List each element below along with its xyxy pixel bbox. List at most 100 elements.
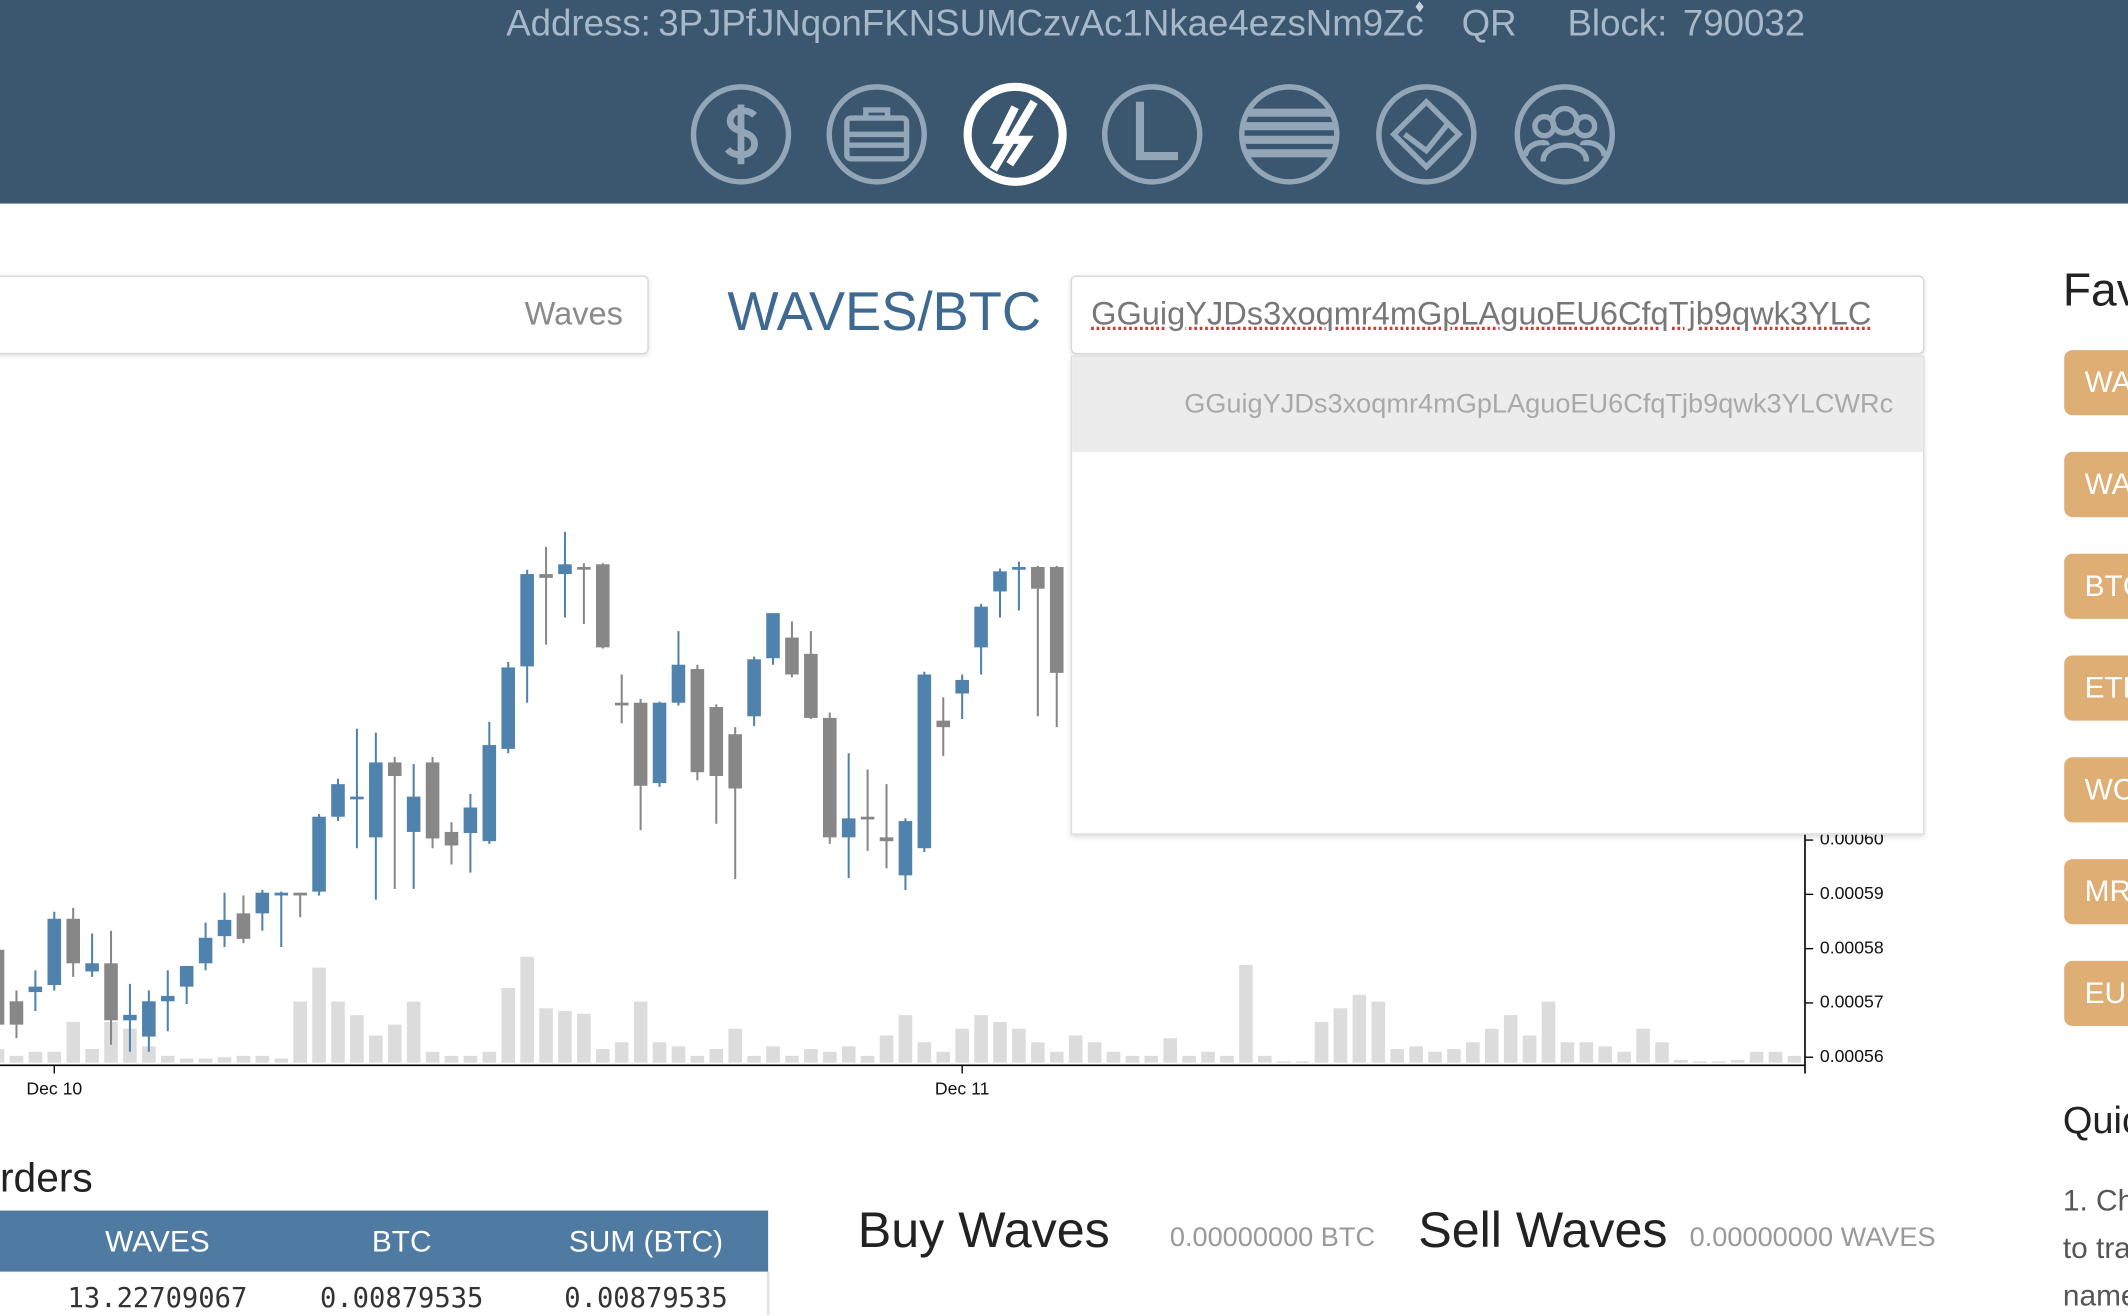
candle-body: [66, 918, 80, 964]
volume-bar: [1730, 1059, 1745, 1063]
candle-body: [652, 702, 667, 784]
copy-icon[interactable]: [1409, 0, 1431, 19]
address[interactable]: 3PJPfJNqonFKNSUMCzvAc1Nkae4ezsNm9Zc: [658, 2, 1424, 44]
block-height: 790032: [1682, 2, 1806, 44]
favorite-button[interactable]: WC: [2064, 757, 2128, 823]
volume-bar: [1447, 1049, 1461, 1063]
favorite-button[interactable]: WA: [2064, 451, 2128, 518]
favorite-button[interactable]: ETH: [2064, 655, 2128, 721]
candle-body: [123, 1014, 137, 1021]
history-icon[interactable]: [1239, 84, 1340, 185]
volume-bar: [444, 1055, 459, 1063]
volume-bar: [1390, 1049, 1404, 1063]
wallet-icon[interactable]: [690, 84, 792, 185]
price-asset-text: GGuigYJDs3xoqmr4mGpLAguoEU6CfqTjb9qwk3YL…: [1091, 295, 1872, 333]
volume-bar: [501, 987, 516, 1063]
candle-body: [841, 818, 856, 838]
orders-cell[interactable]: 13.22709067: [67, 1281, 248, 1314]
sell-title: Sell Waves: [1418, 1202, 1668, 1259]
candle-body: [444, 831, 459, 846]
candle-body: [747, 659, 761, 717]
volume-bar: [1258, 1055, 1272, 1063]
portfolio-icon[interactable]: [826, 84, 927, 185]
quick-line: 1. Ch: [2062, 1183, 2128, 1218]
volume-bar: [1655, 1042, 1669, 1063]
sell-balance: 0.00000000 WAVES: [1689, 1222, 1936, 1253]
candle-body: [217, 919, 232, 937]
volume-bar: [0, 1049, 5, 1063]
orders-cell[interactable]: 0.00879535: [319, 1281, 484, 1314]
volume-bar: [1276, 1061, 1291, 1063]
community-icon[interactable]: [1514, 84, 1615, 185]
y-tick-label: 0.00056: [1820, 1046, 1884, 1066]
suggestion-item[interactable]: GGuigYJDs3xoqmr4mGpLAguoEU6CfqTjb9qwk3YL…: [1072, 356, 1924, 452]
candle-body: [28, 986, 43, 993]
quick-title: Quic: [2062, 1099, 2128, 1142]
candle-body: [955, 679, 969, 694]
amount-asset-input[interactable]: Waves: [0, 275, 649, 355]
candle-body: [47, 918, 62, 986]
leasing-icon[interactable]: [1101, 84, 1203, 185]
volume-bar: [1068, 1035, 1083, 1063]
volume-bar: [1674, 1059, 1688, 1063]
candle-body: [482, 745, 497, 842]
favorite-button[interactable]: WA: [2064, 350, 2128, 416]
candle-body: [614, 702, 629, 706]
favorite-button[interactable]: BTC: [2064, 553, 2128, 619]
volume-bar: [387, 1024, 402, 1063]
candle-body: [671, 664, 686, 703]
dex-icon[interactable]: [1376, 84, 1477, 185]
candle-body: [9, 1001, 24, 1025]
exchange-icon[interactable]: [963, 82, 1067, 186]
candle-body: [974, 606, 988, 648]
candle-body: [425, 762, 440, 839]
candle-body: [0, 949, 5, 1025]
candle-body: [85, 963, 99, 972]
volume-bar: [652, 1042, 667, 1063]
volume-bar: [558, 1011, 572, 1063]
volume-bar: [955, 1028, 969, 1063]
price-asset-input[interactable]: GGuigYJDs3xoqmr4mGpLAguoEU6CfqTjb9qwk3YL…: [1070, 275, 1925, 355]
candle-body: [312, 816, 326, 892]
volume-bar: [1049, 1051, 1064, 1063]
orders-header: [0, 1210, 769, 1272]
favorite-button[interactable]: EUR: [2064, 960, 2128, 1026]
candle-body: [633, 702, 648, 786]
volume-bar: [425, 1051, 440, 1063]
address-label: Address:: [506, 2, 651, 44]
volume-bar: [804, 1049, 818, 1063]
candle-body: [879, 837, 894, 842]
favorite-button[interactable]: MR: [2064, 859, 2128, 925]
suggestion-dropdown: GGuigYJDs3xoqmr4mGpLAguoEU6CfqTjb9qwk3YL…: [1070, 355, 1925, 835]
candle-body: [917, 674, 932, 849]
volume-bar: [1087, 1042, 1102, 1063]
volume-bar: [860, 1055, 875, 1063]
candle-body: [387, 762, 402, 777]
volume-bar: [1768, 1051, 1783, 1063]
candle-body: [898, 821, 913, 876]
volume-bar: [1201, 1051, 1215, 1063]
volume-bar: [747, 1055, 761, 1063]
volume-bar: [142, 1046, 156, 1063]
y-tick-label: 0.00059: [1820, 883, 1884, 903]
volume-bar: [1314, 1021, 1329, 1063]
y-tick-label: 0.00058: [1820, 937, 1884, 957]
volume-bar: [312, 967, 326, 1063]
orders-cell[interactable]: 0.00879535: [564, 1281, 728, 1314]
volume-bar: [1466, 1042, 1480, 1063]
volume-bar: [274, 1058, 289, 1063]
volume-bar: [539, 1008, 553, 1063]
volume-bar: [406, 1001, 421, 1063]
candle-body: [690, 669, 705, 773]
volume-bar: [728, 1028, 742, 1063]
quick-line: name: [2062, 1278, 2128, 1313]
volume-bar: [879, 1035, 894, 1063]
volume-bar: [1371, 1001, 1386, 1063]
volume-bar: [993, 1021, 1007, 1063]
candle-body: [539, 574, 553, 578]
volume-bar: [331, 1001, 345, 1063]
qr-link[interactable]: QR: [1461, 2, 1517, 44]
x-tick-label: Dec 11: [935, 1078, 990, 1098]
volume-bar: [1031, 1042, 1045, 1063]
